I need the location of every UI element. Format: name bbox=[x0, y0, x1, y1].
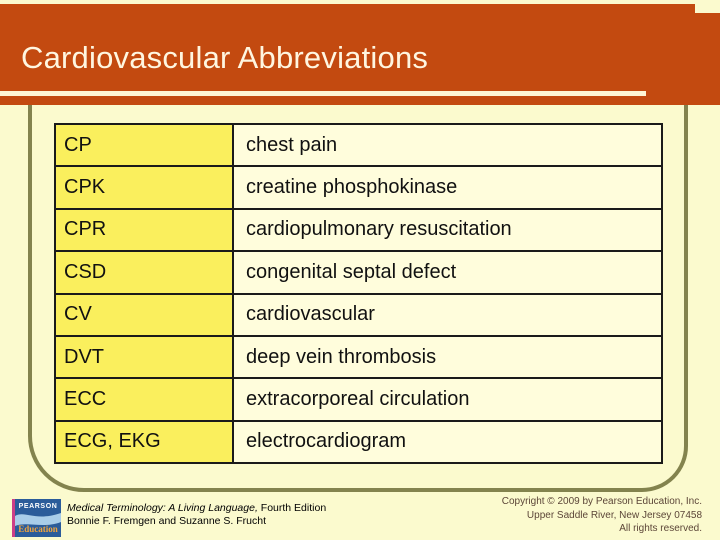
table-row: CP chest pain bbox=[54, 122, 663, 168]
logo-brand-text: PEARSON bbox=[18, 503, 58, 510]
table-row: CV cardiovascular bbox=[54, 292, 663, 337]
table-row: ECC extracorporeal circulation bbox=[54, 377, 663, 422]
pearson-education-logo: PEARSON Education bbox=[12, 499, 61, 537]
title-band: Cardiovascular Abbreviations bbox=[0, 4, 720, 105]
slide-title: Cardiovascular Abbreviations bbox=[21, 40, 429, 75]
table-row: CPK creatine phosphokinase bbox=[54, 165, 663, 210]
logo-division-text: Education bbox=[18, 524, 58, 534]
table-row: CPR cardiopulmonary resuscitation bbox=[54, 207, 663, 253]
copyright-line-3: All rights reserved. bbox=[619, 523, 702, 534]
book-edition: Fourth Edition bbox=[257, 502, 327, 514]
copyright-line-1: Copyright © 2009 by Pearson Education, I… bbox=[501, 496, 702, 507]
abbreviation-cell: ECC bbox=[54, 377, 234, 422]
book-title-line: Medical Terminology: A Living Language, … bbox=[67, 502, 326, 515]
copyright-line-2: Upper Saddle River, New Jersey 07458 bbox=[526, 509, 702, 521]
corner-notch bbox=[695, 0, 720, 13]
abbreviation-cell: CSD bbox=[54, 250, 234, 295]
logo-wave-icon bbox=[15, 513, 61, 526]
meaning-cell: chest pain bbox=[232, 122, 663, 168]
abbreviation-cell: CPR bbox=[54, 207, 234, 253]
table-row: DVT deep vein thrombosis bbox=[54, 334, 663, 380]
table-row: CSD congenital septal defect bbox=[54, 250, 663, 295]
abbreviation-cell: ECG, EKG bbox=[54, 419, 234, 465]
table-row: ECG, EKG electrocardiogram bbox=[54, 419, 663, 465]
abbreviation-cell: CP bbox=[54, 122, 234, 168]
meaning-cell: congenital septal defect bbox=[232, 250, 663, 295]
title-underline bbox=[0, 91, 646, 96]
book-credit: Medical Terminology: A Living Language, … bbox=[67, 502, 326, 528]
meaning-cell: cardiovascular bbox=[232, 292, 663, 337]
book-title-italic: Medical Terminology: A Living Language, bbox=[67, 502, 258, 514]
book-authors-line: Bonnie F. Fremgen and Suzanne S. Frucht bbox=[67, 515, 267, 527]
abbreviation-cell: DVT bbox=[54, 334, 234, 380]
abbreviation-cell: CPK bbox=[54, 165, 234, 210]
copyright-block: Copyright © 2009 by Pearson Education, I… bbox=[502, 495, 702, 536]
meaning-cell: cardiopulmonary resuscitation bbox=[232, 207, 663, 253]
abbreviations-table: CP chest pain CPK creatine phosphokinase… bbox=[54, 122, 663, 465]
meaning-cell: deep vein thrombosis bbox=[232, 334, 663, 380]
meaning-cell: creatine phosphokinase bbox=[232, 165, 663, 210]
meaning-cell: extracorporeal circulation bbox=[232, 377, 663, 422]
meaning-cell: electrocardiogram bbox=[232, 419, 663, 465]
abbreviation-cell: CV bbox=[54, 292, 234, 337]
